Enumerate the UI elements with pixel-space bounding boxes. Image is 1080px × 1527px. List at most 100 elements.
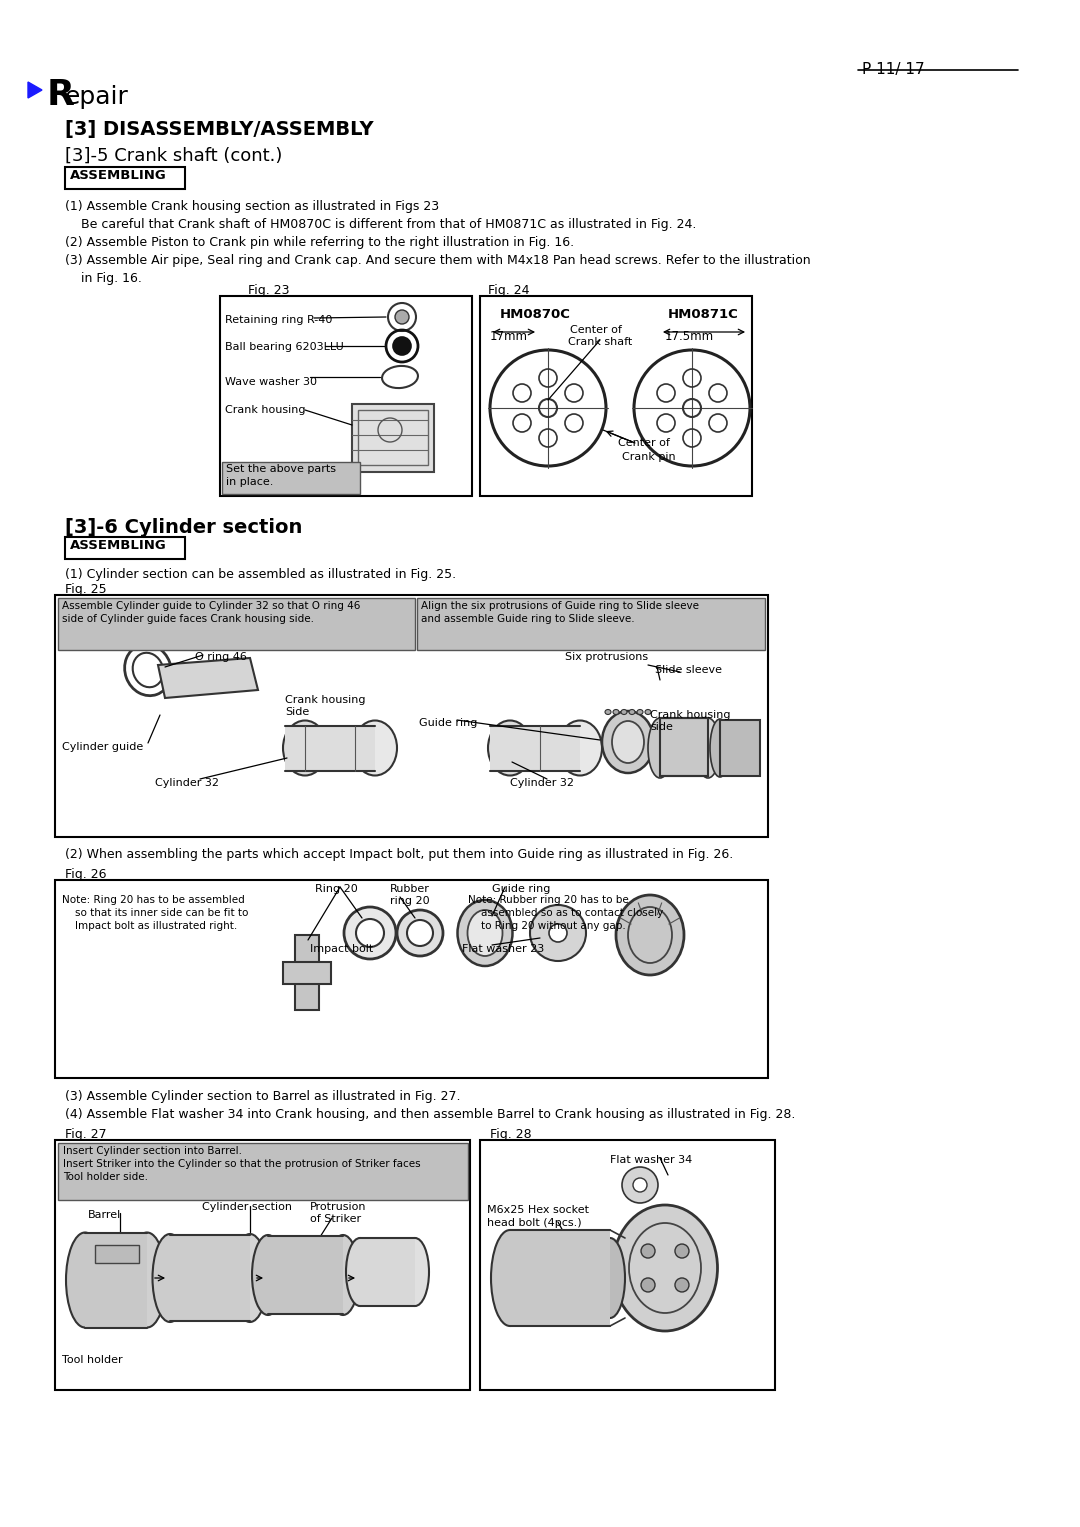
Ellipse shape <box>307 964 330 980</box>
Text: ring 20: ring 20 <box>390 896 430 906</box>
Text: Guide ring: Guide ring <box>419 718 477 728</box>
Text: Note: Rubber ring 20 has to be: Note: Rubber ring 20 has to be <box>468 895 629 906</box>
Circle shape <box>345 907 396 959</box>
Ellipse shape <box>133 652 163 687</box>
Bar <box>283 962 330 983</box>
Text: 17.5mm: 17.5mm <box>665 330 714 344</box>
Ellipse shape <box>401 1238 429 1306</box>
Ellipse shape <box>283 964 307 980</box>
Text: Center of: Center of <box>618 438 670 447</box>
Text: Protrusion: Protrusion <box>310 1202 366 1212</box>
Ellipse shape <box>710 719 730 777</box>
Text: R: R <box>48 78 75 111</box>
Ellipse shape <box>458 899 513 967</box>
Text: M6x25 Hex socket: M6x25 Hex socket <box>487 1205 589 1215</box>
Ellipse shape <box>621 710 627 715</box>
Text: Fig. 28: Fig. 28 <box>490 1128 531 1141</box>
Bar <box>357 411 428 466</box>
Text: Crank pin: Crank pin <box>622 452 676 463</box>
Text: (3) Assemble Cylinder section to Barrel as illustrated in Fig. 27.: (3) Assemble Cylinder section to Barrel … <box>65 1090 460 1102</box>
Text: Insert Cylinder section into Barrel.: Insert Cylinder section into Barrel. <box>63 1145 242 1156</box>
Text: Cylinder 32: Cylinder 32 <box>156 777 219 788</box>
Text: Ball bearing 6203LLU: Ball bearing 6203LLU <box>225 342 343 353</box>
Text: Align the six protrusions of Guide ring to Slide sleeve: Align the six protrusions of Guide ring … <box>421 602 699 611</box>
Text: Center of: Center of <box>570 325 622 334</box>
Bar <box>360 1238 415 1306</box>
Text: Impact bolt: Impact bolt <box>310 944 374 954</box>
Bar <box>720 721 760 776</box>
Ellipse shape <box>66 1232 104 1327</box>
Text: Flat washer 23: Flat washer 23 <box>462 944 544 954</box>
Text: Impact bolt as illustrated right.: Impact bolt as illustrated right. <box>62 921 238 931</box>
Text: of Striker: of Striker <box>310 1214 361 1225</box>
Bar <box>222 463 360 495</box>
Text: Cylinder guide: Cylinder guide <box>62 742 144 751</box>
Text: and assemble Guide ring to Slide sleeve.: and assemble Guide ring to Slide sleeve. <box>421 614 635 625</box>
Text: side of Cylinder guide faces Crank housing side.: side of Cylinder guide faces Crank housi… <box>62 614 314 625</box>
Ellipse shape <box>616 895 684 976</box>
Circle shape <box>356 919 384 947</box>
Text: Slide sleeve: Slide sleeve <box>654 664 723 675</box>
Text: Insert Striker into the Cylinder so that the protrusion of Striker faces: Insert Striker into the Cylinder so that… <box>63 1159 420 1170</box>
Text: Fig. 24: Fig. 24 <box>488 284 529 296</box>
Text: assembled so as to contact closely: assembled so as to contact closely <box>468 909 663 918</box>
Ellipse shape <box>353 721 397 776</box>
Text: 17mm: 17mm <box>490 330 528 344</box>
Ellipse shape <box>605 710 611 715</box>
Ellipse shape <box>602 712 654 773</box>
Text: Crank shaft: Crank shaft <box>568 337 632 347</box>
Bar <box>65 538 185 559</box>
Circle shape <box>393 337 411 354</box>
Bar <box>480 296 752 496</box>
Text: in Fig. 16.: in Fig. 16. <box>65 272 141 286</box>
Text: Fig. 25: Fig. 25 <box>65 583 107 596</box>
Text: Barrel: Barrel <box>87 1209 121 1220</box>
Circle shape <box>395 310 409 324</box>
Circle shape <box>642 1278 656 1292</box>
Text: Flat washer 34: Flat washer 34 <box>610 1154 692 1165</box>
Text: HM0871C: HM0871C <box>669 308 739 321</box>
Bar <box>285 725 375 771</box>
Bar <box>55 1141 470 1390</box>
Text: Crank housing: Crank housing <box>285 695 365 705</box>
Bar <box>220 296 472 496</box>
Text: P 11/ 17: P 11/ 17 <box>862 63 924 76</box>
Bar <box>95 1245 139 1263</box>
Text: [3] DISASSEMBLY/ASSEMBLY: [3] DISASSEMBLY/ASSEMBLY <box>65 121 374 139</box>
Ellipse shape <box>232 1234 268 1322</box>
Bar <box>510 1231 610 1325</box>
Ellipse shape <box>129 1232 166 1327</box>
Bar <box>660 718 708 776</box>
Bar <box>65 166 185 189</box>
Bar <box>417 599 765 651</box>
Ellipse shape <box>346 1238 374 1306</box>
Bar <box>58 599 415 651</box>
Bar <box>352 405 434 472</box>
Text: O ring 46: O ring 46 <box>195 652 247 663</box>
Bar <box>480 1141 775 1390</box>
Text: (2) Assemble Piston to Crank pin while referring to the right illustration in Fi: (2) Assemble Piston to Crank pin while r… <box>65 237 575 249</box>
Polygon shape <box>158 658 258 698</box>
Bar <box>490 725 580 771</box>
Text: (3) Assemble Air pipe, Seal ring and Crank cap. And secure them with M4x18 Pan h: (3) Assemble Air pipe, Seal ring and Cra… <box>65 253 811 267</box>
Ellipse shape <box>613 710 619 715</box>
Ellipse shape <box>645 710 651 715</box>
Text: Wave washer 30: Wave washer 30 <box>225 377 318 386</box>
Ellipse shape <box>696 718 720 777</box>
Text: (1) Cylinder section can be assembled as illustrated in Fig. 25.: (1) Cylinder section can be assembled as… <box>65 568 456 580</box>
Text: Side: Side <box>285 707 309 718</box>
Circle shape <box>675 1278 689 1292</box>
Text: Rubber: Rubber <box>390 884 430 893</box>
Text: side: side <box>650 722 673 731</box>
Text: Tool holder: Tool holder <box>62 1354 123 1365</box>
Bar <box>295 935 319 1009</box>
Ellipse shape <box>488 721 532 776</box>
Ellipse shape <box>612 721 644 764</box>
Ellipse shape <box>612 1205 717 1332</box>
Ellipse shape <box>283 721 327 776</box>
Text: (1) Assemble Crank housing section as illustrated in Figs 23: (1) Assemble Crank housing section as il… <box>65 200 440 212</box>
Ellipse shape <box>252 1235 284 1315</box>
Text: in place.: in place. <box>226 476 273 487</box>
Ellipse shape <box>468 910 502 956</box>
Circle shape <box>622 1167 658 1203</box>
